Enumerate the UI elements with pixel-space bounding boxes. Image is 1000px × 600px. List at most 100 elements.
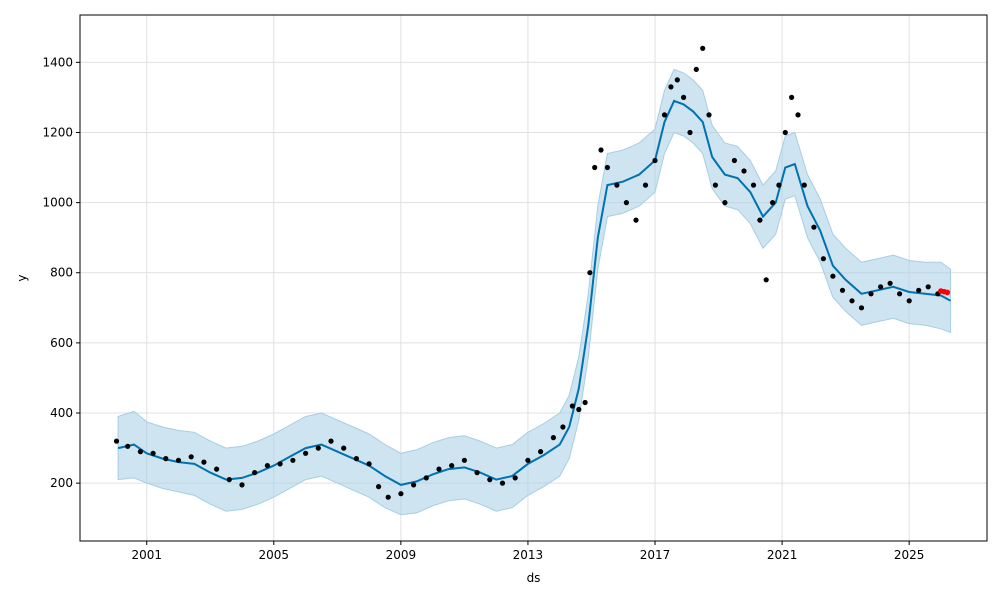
actual-point xyxy=(353,456,359,462)
actual-point xyxy=(538,449,544,455)
actual-point xyxy=(674,77,680,83)
actual-point xyxy=(868,291,874,297)
actual-point xyxy=(782,129,788,136)
actual-point xyxy=(681,94,687,100)
y-tick-label: 1000 xyxy=(42,196,73,210)
actual-point xyxy=(366,461,372,467)
actual-point xyxy=(750,182,757,188)
actual-point xyxy=(303,450,309,456)
y-axis-label: y xyxy=(15,274,29,281)
actual-point xyxy=(614,182,620,188)
actual-point xyxy=(436,466,442,472)
actual-point xyxy=(582,399,588,406)
actual-point xyxy=(474,470,480,476)
actual-point xyxy=(652,157,658,164)
actual-point xyxy=(163,456,169,462)
actual-point xyxy=(560,424,566,430)
actual-point xyxy=(776,182,782,188)
actual-point xyxy=(642,182,649,188)
actual-point xyxy=(125,443,131,449)
actual-point xyxy=(712,182,719,188)
actual-point xyxy=(277,461,283,467)
actual-point xyxy=(449,463,455,469)
actual-point xyxy=(916,287,922,293)
forecast-line-layer xyxy=(117,99,951,486)
actual-point xyxy=(770,200,776,206)
actual-point xyxy=(801,182,807,188)
y-tick-label: 1400 xyxy=(42,55,73,69)
actual-point xyxy=(290,457,296,463)
actual-point xyxy=(252,470,258,476)
actual-point xyxy=(887,280,893,286)
actual-point xyxy=(576,406,582,413)
actual-point xyxy=(264,463,270,469)
actual-point xyxy=(592,164,598,171)
y-tick-label: 800 xyxy=(50,266,73,280)
x-axis-ticks: 2001 2005 2009 2013 2017 2021 2025 xyxy=(131,541,924,562)
actual-point xyxy=(741,168,747,174)
actual-point xyxy=(239,482,245,488)
actual-point xyxy=(878,284,884,290)
actual-point xyxy=(398,491,404,497)
actual-point xyxy=(385,494,391,500)
y-tick-label: 400 xyxy=(50,406,73,420)
actual-point xyxy=(188,454,194,460)
actual-point xyxy=(487,477,493,483)
actual-point xyxy=(226,477,232,483)
actual-point xyxy=(633,217,639,223)
y-tick-label: 1200 xyxy=(42,125,73,139)
actual-point xyxy=(789,94,795,100)
x-tick-label: 2021 xyxy=(767,548,798,562)
actual-point xyxy=(811,224,817,230)
actual-point xyxy=(341,445,347,451)
x-tick-label: 2025 xyxy=(894,548,925,562)
actual-point xyxy=(925,284,931,290)
uncertainty-band xyxy=(117,68,951,516)
y-tick-label: 600 xyxy=(50,336,73,350)
x-tick-label: 2013 xyxy=(513,548,544,562)
x-tick-label: 2009 xyxy=(386,548,417,562)
actual-point xyxy=(201,459,207,465)
actual-point xyxy=(830,273,836,279)
actual-point xyxy=(661,112,668,118)
actual-point xyxy=(731,157,738,164)
actual-point xyxy=(604,164,611,171)
actual-point xyxy=(839,287,846,293)
y-tick-label: 200 xyxy=(50,476,73,490)
uncertainty-interval xyxy=(117,68,951,516)
actual-point xyxy=(411,482,417,488)
actual-point xyxy=(587,270,593,276)
actual-point xyxy=(623,200,630,206)
actual-point xyxy=(150,450,156,456)
actual-point xyxy=(137,449,143,455)
actual-point xyxy=(668,84,674,90)
actual-point xyxy=(757,217,763,223)
actual-point xyxy=(820,256,827,262)
actual-point xyxy=(175,457,182,463)
actual-point xyxy=(906,298,912,304)
actual-point xyxy=(687,129,693,136)
x-tick-label: 2017 xyxy=(640,548,671,562)
actual-point xyxy=(858,305,865,311)
x-tick-label: 2001 xyxy=(131,548,162,562)
x-axis-label: ds xyxy=(527,571,541,585)
actual-point xyxy=(525,457,531,463)
actual-point xyxy=(763,277,769,283)
actual-point xyxy=(376,484,382,490)
actual-point xyxy=(795,112,801,118)
actual-points-layer xyxy=(113,45,941,500)
future-points-layer xyxy=(938,288,951,296)
actual-point xyxy=(423,475,429,481)
actual-point xyxy=(315,445,321,451)
plot-frame xyxy=(79,14,988,542)
actual-point xyxy=(849,298,855,304)
x-tick-label: 2005 xyxy=(259,548,290,562)
actual-point xyxy=(499,480,506,486)
actual-point xyxy=(693,66,699,72)
actual-point xyxy=(569,403,576,409)
actual-point xyxy=(328,438,334,444)
future-point xyxy=(944,289,951,296)
actual-point xyxy=(700,45,706,51)
actual-point xyxy=(214,466,220,472)
